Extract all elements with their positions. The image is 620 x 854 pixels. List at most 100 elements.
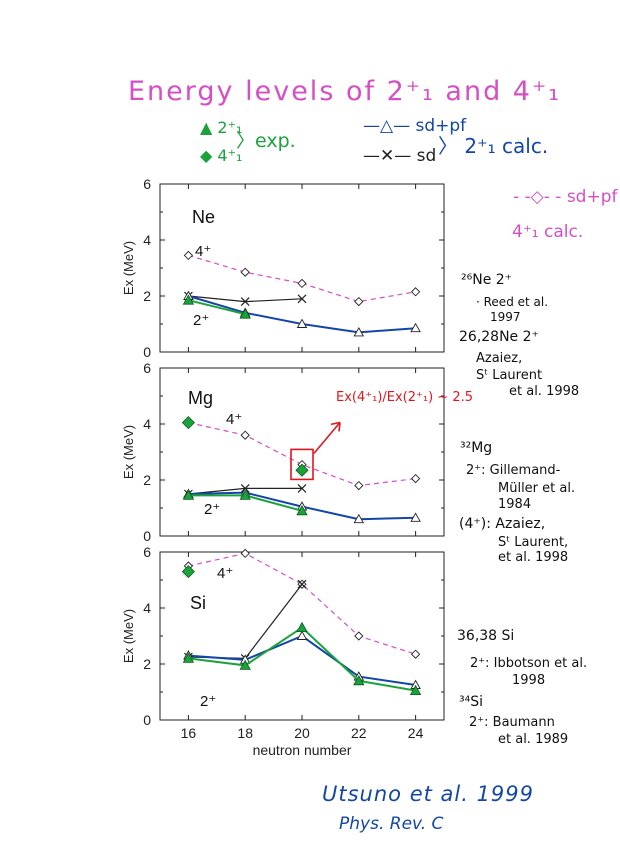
label-2plus: 2⁺ [204,501,220,518]
series-line [188,552,416,655]
ref-si3638-label: 36,38 Si [457,628,515,644]
x-tick-label: 20 [294,725,310,741]
figure-title: Energy levels of 2⁺₁ and 4⁺₁ [128,76,562,107]
series-line [188,299,246,316]
legend-4plus-calc: 4⁺₁ calc. [512,222,584,242]
series-sd-pf-4- [183,250,421,307]
label-2plus: 2⁺ [200,693,216,710]
legend-4plus-sdpf: - -◇- - sd+pf [513,187,618,207]
series-exp-4- [181,416,309,477]
ref-ne26-year: 1997 [490,310,521,324]
ref-ne26-label: ²⁶Ne 2⁺ [461,272,513,288]
point-marker [353,326,365,337]
point-marker [297,278,307,289]
point-marker [240,297,250,307]
point-marker [354,480,364,491]
y-tick-label: 4 [143,416,151,432]
point-marker [181,565,195,579]
point-marker [410,649,421,659]
y-tick-label: 0 [143,712,151,728]
x-tick-label: 24 [408,725,424,741]
point-marker [354,296,364,307]
ref-mg32-4plus-year: et al. 1998 [498,550,569,565]
point-marker [239,489,251,500]
ref-si3638-year: 1998 [512,673,546,688]
point-marker [410,322,421,333]
ref-ne2628-author2: Sᵗ Laurent [476,368,543,383]
y-tick-label: 6 [143,544,151,560]
ref-ne2628-author1: Azaiez, [476,351,523,366]
ratio-annotation: Ex(4⁺₁)/Ex(2⁺₁) ~ 2.5 [336,390,473,405]
ref-si34-year: et al. 1989 [498,732,569,747]
point-marker [297,294,307,304]
ref-mg32-author1: 2⁺: Gillemand- [466,463,561,478]
legend-2plus-calc: 〉 2⁺₁ calc. [438,134,549,158]
point-marker [239,308,251,319]
point-marker [296,504,308,516]
point-marker [240,430,250,440]
point-marker [296,318,308,328]
y-tick-label: 6 [143,360,151,376]
series-exp-2- [182,294,251,319]
ref-mg32-label: ³²Mg [460,440,493,456]
x-tick-label: 18 [237,725,253,741]
point-marker [182,652,195,663]
ref-ne2628-year: et al. 1998 [509,384,580,399]
panel-element-label: Ne [192,207,215,227]
ref-ne26-authors: · Reed et al. [476,295,549,309]
label-2plus: 2⁺ [193,312,209,329]
ref-si3638-author: 2⁺: Ibbotson et al. [470,656,588,671]
series-exp-2- [182,489,308,516]
series-line [188,634,416,686]
annotation-box [290,448,314,481]
series-sd-pf-2- [183,630,421,689]
x-axis-label: neutron number [253,742,352,758]
legend-exp-4plus: ◆ 4⁺₁ [200,146,243,165]
point-marker [297,579,307,589]
label-4plus: 4⁺ [217,565,233,582]
ref-ne2628-label: 26,28Ne 2⁺ [459,329,539,345]
series-line [188,254,416,303]
y-tick-label: 2 [143,472,151,488]
legend-exp-label: 〉exp. [236,130,296,152]
y-tick-label: 6 [143,176,151,192]
y-axis-label: Ex (MeV) [121,609,136,663]
panel-si: 0 2 4 6 Ex (MeV) Si 4⁺ 2⁺ [121,544,445,728]
panel-ne: 0 2 4 6 Ex (MeV) Ne 4⁺ 2⁺ [121,176,445,360]
point-marker [353,513,365,524]
panel-element-label: Mg [188,388,213,408]
x-tick-label: 22 [351,725,367,741]
label-4plus: 4⁺ [195,243,211,260]
point-marker [296,621,308,632]
y-axis-label: Ex (MeV) [121,241,136,295]
series-exp-2- [182,621,422,695]
y-tick-label: 0 [143,528,151,544]
citation-authors: Utsuno et al. 1999 [322,782,535,806]
point-marker [410,512,421,522]
point-marker [240,267,250,277]
point-marker [409,684,422,695]
point-marker [295,463,309,477]
x-tick-label: 16 [181,725,197,741]
ref-mg32-year: 1984 [498,497,532,512]
legend-exp-2plus: ▲ 2⁺₁ [200,118,243,137]
annotation-arrowhead [330,421,341,432]
point-marker [239,659,251,670]
ref-si34-author: 2⁺: Baumann [469,715,555,730]
y-tick-label: 4 [143,232,151,248]
point-marker [410,287,421,297]
citation-journal: Phys. Rev. C [339,814,444,834]
point-marker [410,473,421,484]
series-line [188,422,416,487]
point-marker [182,489,195,500]
series-exp-4- [181,565,195,579]
y-tick-label: 2 [143,656,151,672]
y-tick-label: 4 [143,600,151,616]
panel-element-label: Si [190,593,206,613]
point-marker [296,630,308,640]
annotation-arrow [313,421,341,454]
ref-si34-label: ³⁴Si [459,694,484,710]
legend-sdpf: —△— sd+pf [363,116,467,136]
legend-sd: —✕— sd [363,146,437,166]
